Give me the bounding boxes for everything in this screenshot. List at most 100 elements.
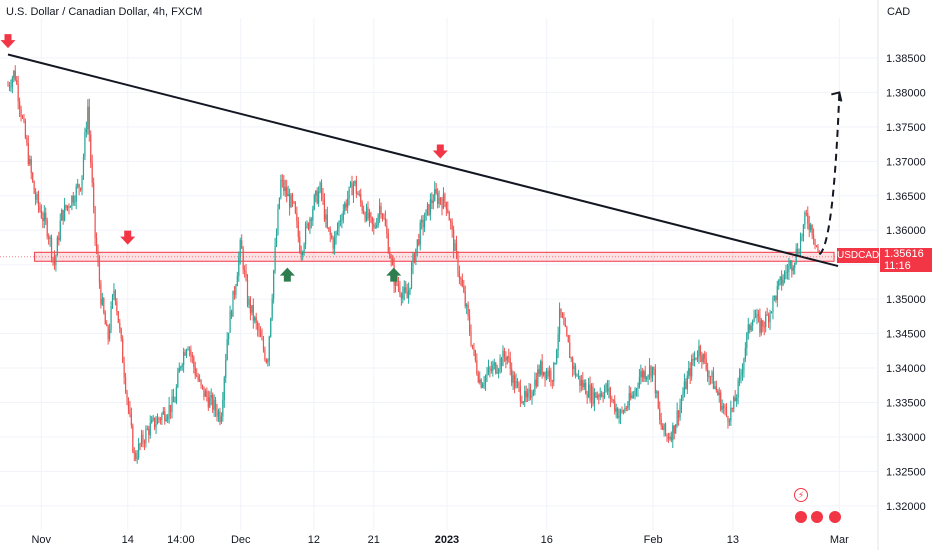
candle <box>283 175 285 196</box>
candle <box>756 308 758 325</box>
economic-event-icon[interactable] <box>810 510 824 524</box>
price-tick-label: 1.38500 <box>886 53 926 65</box>
candle-body <box>766 314 768 316</box>
candle-body <box>243 270 246 272</box>
economic-event-icon[interactable] <box>794 510 808 524</box>
candle-body <box>509 357 511 369</box>
candle <box>797 243 799 256</box>
candle-body <box>119 322 121 329</box>
candle <box>252 298 254 329</box>
candle-body <box>360 194 362 203</box>
candle-body <box>691 359 693 377</box>
candle-body <box>537 369 539 386</box>
candle <box>468 309 471 337</box>
candle <box>65 204 67 211</box>
price-tick-label: 1.32500 <box>886 466 926 478</box>
candle-body <box>802 224 805 237</box>
candle-body <box>149 423 151 436</box>
candle <box>220 412 222 425</box>
candle-body <box>386 225 388 234</box>
candle-body <box>75 186 77 202</box>
candle <box>152 414 154 422</box>
candle <box>537 364 539 388</box>
candle <box>216 403 218 422</box>
candle-body <box>525 391 527 398</box>
candle <box>535 372 537 389</box>
candle <box>680 394 683 414</box>
candle-body <box>222 399 224 417</box>
candle-body <box>50 237 53 258</box>
candle <box>364 211 366 223</box>
candle-body <box>664 423 667 435</box>
time-tick-label: Dec <box>231 534 251 546</box>
candle <box>251 305 253 316</box>
candle-body <box>551 380 553 382</box>
candle <box>564 317 566 328</box>
candle-body <box>688 368 690 376</box>
candle-body <box>322 194 324 200</box>
candle-body <box>158 417 160 420</box>
candle <box>634 387 636 400</box>
candle-body <box>812 235 815 240</box>
candle <box>88 98 90 142</box>
candle <box>644 365 646 383</box>
candle-body <box>24 121 27 138</box>
candle <box>483 376 485 390</box>
candle <box>421 215 423 230</box>
candle-body <box>161 414 163 421</box>
candle-body <box>402 292 404 299</box>
candle-body <box>502 350 504 367</box>
flash-icon[interactable]: ⚡ <box>794 488 808 502</box>
candle <box>203 386 205 401</box>
candle-body <box>441 201 443 209</box>
candle-body <box>451 222 453 230</box>
candle <box>273 269 275 304</box>
time-tick-label: 13 <box>727 534 739 546</box>
candle-body <box>808 223 810 230</box>
candle <box>580 374 582 392</box>
candle-body <box>682 394 684 400</box>
candle-body <box>725 408 728 417</box>
candle-body <box>354 180 356 184</box>
candle <box>608 379 610 399</box>
candle-body <box>489 367 491 370</box>
candle-body <box>425 209 427 221</box>
candle-body <box>139 443 141 445</box>
candle <box>682 387 684 401</box>
candle-body <box>701 355 703 362</box>
candle-body <box>264 349 266 360</box>
candle-body <box>743 358 745 371</box>
candle <box>573 362 575 376</box>
candle <box>328 227 330 232</box>
candle-body <box>418 239 420 245</box>
candle-body <box>519 386 521 401</box>
candle <box>586 390 588 404</box>
candle <box>648 358 651 380</box>
candle <box>55 254 57 272</box>
candle <box>39 202 41 213</box>
candle-body <box>692 359 694 361</box>
candle <box>212 392 214 413</box>
candle <box>679 398 681 421</box>
candle-body <box>239 240 241 258</box>
candle-body <box>522 401 524 403</box>
candle <box>409 287 411 295</box>
candle-body <box>654 369 656 394</box>
candle-body <box>508 356 510 358</box>
candle-body <box>557 334 559 351</box>
candle <box>458 265 461 285</box>
candle-body <box>680 399 683 406</box>
candle-body <box>621 410 623 412</box>
candle <box>42 211 44 229</box>
candles <box>7 65 820 464</box>
economic-event-icon[interactable] <box>828 510 842 524</box>
candle <box>32 171 34 184</box>
candle <box>588 377 590 399</box>
candle-body <box>21 116 24 118</box>
candle <box>524 385 526 408</box>
candle <box>737 377 739 405</box>
grid <box>0 18 878 530</box>
candle <box>770 311 773 314</box>
candle-body <box>547 371 549 377</box>
